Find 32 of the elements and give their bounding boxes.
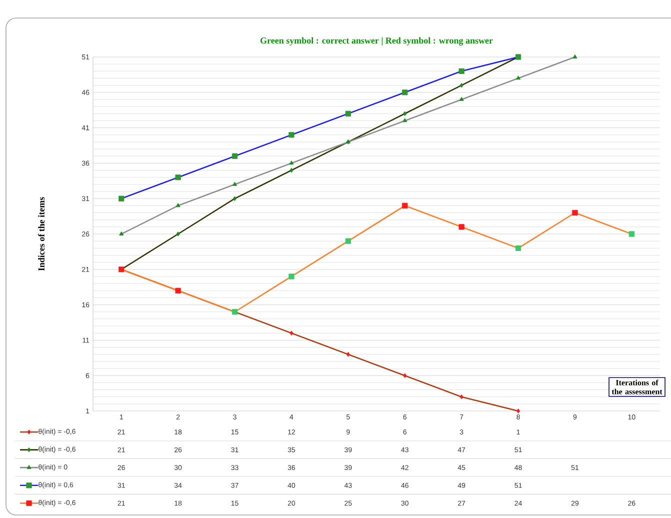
point — [402, 90, 408, 96]
point — [290, 168, 294, 173]
point — [572, 54, 578, 58]
point — [460, 82, 464, 88]
chart-title: Green symbol : correct answer | Red symbol : wrong answer — [260, 37, 493, 46]
point — [232, 153, 238, 159]
point — [232, 196, 237, 201]
point — [345, 238, 351, 244]
point — [346, 352, 350, 357]
point — [175, 174, 181, 180]
point — [459, 96, 464, 101]
point — [628, 231, 634, 237]
point — [403, 373, 407, 378]
point — [288, 274, 294, 280]
point — [232, 182, 238, 186]
point — [402, 118, 408, 122]
point — [345, 110, 351, 116]
point — [515, 245, 522, 251]
point — [458, 68, 464, 74]
point — [516, 408, 520, 414]
point — [176, 203, 180, 208]
point — [460, 394, 464, 400]
point — [290, 330, 294, 336]
point — [516, 76, 521, 80]
point — [176, 232, 180, 236]
point — [289, 160, 294, 165]
point — [118, 196, 124, 202]
point — [403, 111, 407, 116]
x-axis-title: Iterations of the assessment — [612, 380, 662, 394]
point — [288, 132, 294, 138]
y-axis-title: Indices of the items — [38, 197, 44, 271]
point — [119, 231, 124, 236]
